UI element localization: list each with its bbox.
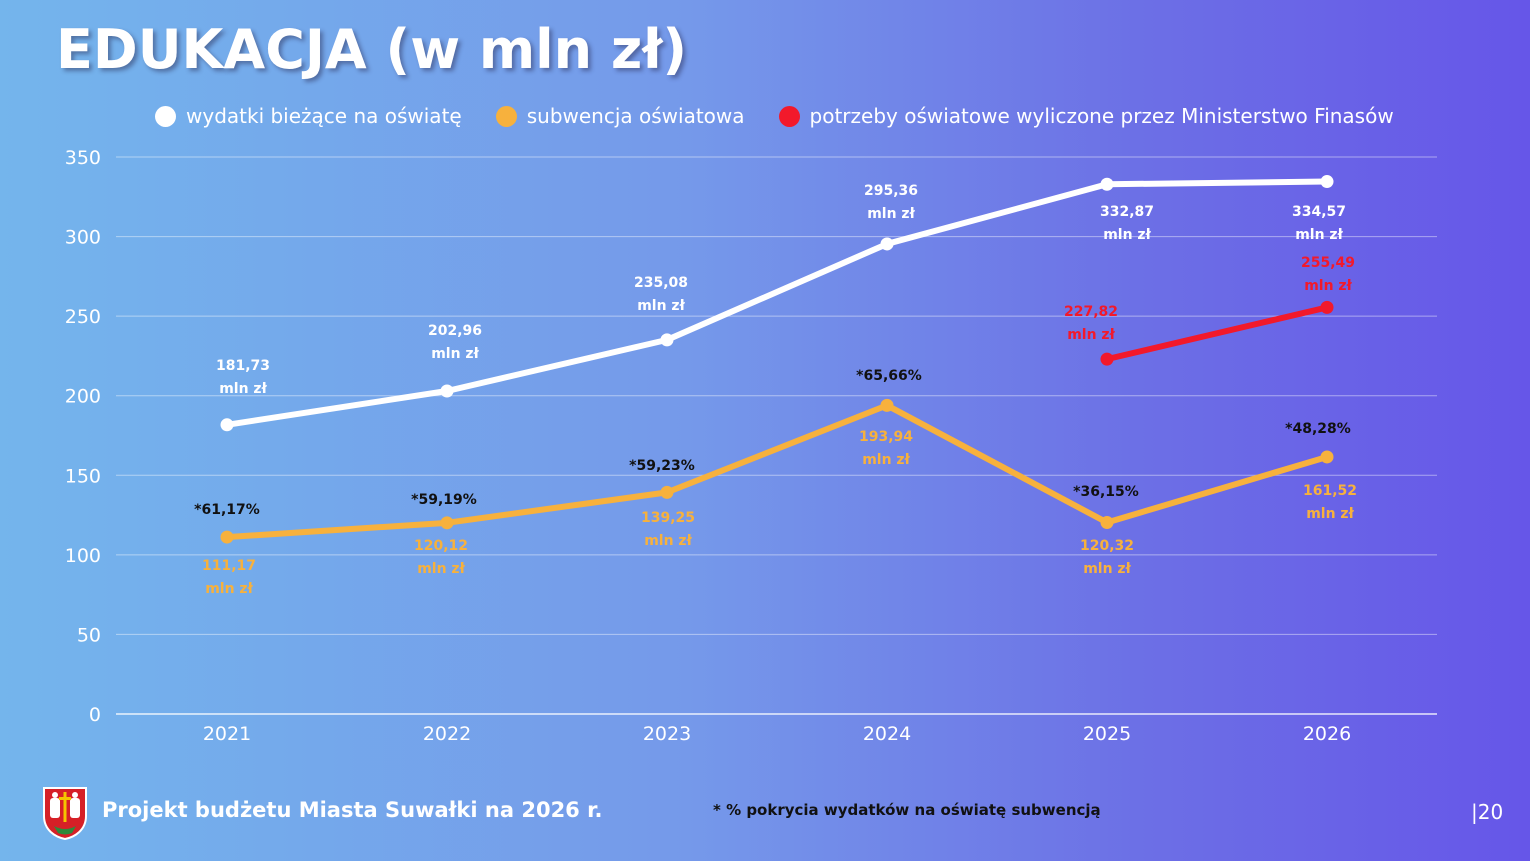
legend-marker-subsidy bbox=[495, 105, 517, 127]
data-unit-expenses-2024: mln zł bbox=[867, 206, 915, 222]
coverage-label-2021: *61,17% bbox=[194, 502, 260, 518]
legend-item-subsidy: subwencja oświatowa bbox=[495, 104, 745, 128]
footer-budget-title: Projekt budżetu Miasta Suwałki na 2026 r… bbox=[102, 798, 603, 822]
data-label-needs-2025: 227,82 bbox=[1064, 304, 1118, 320]
data-unit-expenses-2025: mln zł bbox=[1103, 227, 1151, 243]
data-unit-expenses-2022: mln zł bbox=[431, 346, 479, 362]
data-label-subsidy-2026: 161,52 bbox=[1303, 483, 1357, 499]
data-label-subsidy-2021: 111,17 bbox=[202, 558, 256, 574]
data-unit-subsidy-2022: mln zł bbox=[417, 561, 465, 577]
data-point-subsidy-2022 bbox=[440, 516, 454, 530]
data-point-needs-2025 bbox=[1100, 352, 1114, 366]
data-unit-subsidy-2024: mln zł bbox=[862, 452, 910, 468]
legend-label-needs: potrzeby oświatowe wyliczone przez Minis… bbox=[809, 104, 1394, 128]
x-tick-label-2025: 2025 bbox=[1083, 723, 1131, 745]
data-label-expenses-2026: 334,57 bbox=[1292, 204, 1346, 220]
data-point-needs-2026 bbox=[1320, 300, 1334, 314]
data-unit-expenses-2023: mln zł bbox=[637, 298, 685, 314]
data-label-subsidy-2023: 139,25 bbox=[641, 510, 695, 526]
legend-item-expenses: wydatki bieżące na oświatę bbox=[155, 104, 462, 128]
series-line-subsidy bbox=[224, 402, 1330, 541]
coverage-label-2022: *59,19% bbox=[411, 492, 477, 508]
data-point-expenses-2025 bbox=[1100, 177, 1114, 191]
data-unit-needs-2025: mln zł bbox=[1067, 327, 1115, 343]
coverage-label-2025: *36,15% bbox=[1073, 484, 1139, 500]
x-tick-label-2024: 2024 bbox=[863, 723, 911, 745]
data-label-subsidy-2024: 193,94 bbox=[859, 429, 913, 445]
series-line-expenses bbox=[224, 178, 1330, 428]
y-tick-label-150: 150 bbox=[65, 465, 101, 487]
x-tick-label-2023: 2023 bbox=[643, 723, 691, 745]
footer-footnote: * % pokrycia wydatków na oświatę subwenc… bbox=[713, 801, 1101, 819]
data-label-expenses-2023: 235,08 bbox=[634, 275, 688, 291]
legend-marker-expenses bbox=[155, 105, 176, 127]
x-tick-label-2026: 2026 bbox=[1303, 723, 1351, 745]
data-point-subsidy-2026 bbox=[1320, 450, 1334, 464]
y-tick-label-250: 250 bbox=[65, 306, 101, 328]
data-point-expenses-2021 bbox=[220, 418, 234, 432]
legend-label-expenses: wydatki bieżące na oświatę bbox=[186, 104, 462, 128]
coverage-label-2024: *65,66% bbox=[856, 368, 922, 384]
data-point-subsidy-2023 bbox=[660, 485, 674, 499]
data-label-expenses-2024: 295,36 bbox=[864, 183, 918, 199]
data-label-expenses-2022: 202,96 bbox=[428, 323, 482, 339]
x-tick-label-2021: 2021 bbox=[203, 723, 251, 745]
data-unit-expenses-2026: mln zł bbox=[1295, 227, 1343, 243]
city-crest-logo bbox=[43, 787, 87, 840]
data-unit-subsidy-2026: mln zł bbox=[1306, 506, 1354, 522]
y-tick-label-300: 300 bbox=[65, 227, 101, 249]
data-unit-subsidy-2025: mln zł bbox=[1083, 561, 1131, 577]
data-label-expenses-2025: 332,87 bbox=[1100, 204, 1154, 220]
data-point-subsidy-2024 bbox=[880, 398, 894, 412]
data-point-expenses-2022 bbox=[440, 384, 454, 398]
y-tick-label-100: 100 bbox=[65, 545, 101, 567]
coverage-label-2023: *59,23% bbox=[629, 458, 695, 474]
data-unit-subsidy-2021: mln zł bbox=[205, 581, 253, 597]
data-point-subsidy-2021 bbox=[220, 530, 234, 544]
data-label-subsidy-2025: 120,32 bbox=[1080, 538, 1134, 554]
data-label-needs-2026: 255,49 bbox=[1301, 255, 1355, 271]
page-title: EDUKACJA (w mln zł) bbox=[56, 18, 688, 81]
series-line-needs bbox=[1104, 304, 1330, 363]
data-point-subsidy-2025 bbox=[1100, 516, 1114, 530]
y-tick-label-200: 200 bbox=[65, 386, 101, 408]
chart-legend: wydatki bieżące na oświatę subwencja ośw… bbox=[155, 104, 1394, 128]
y-tick-label-350: 350 bbox=[65, 147, 101, 169]
x-tick-label-2022: 2022 bbox=[423, 723, 471, 745]
data-unit-needs-2026: mln zł bbox=[1304, 278, 1352, 294]
y-tick-label-50: 50 bbox=[77, 624, 101, 646]
legend-marker-needs bbox=[778, 105, 800, 127]
coverage-label-2026: *48,28% bbox=[1285, 421, 1351, 437]
legend-label-subsidy: subwencja oświatowa bbox=[526, 104, 745, 128]
data-point-expenses-2023 bbox=[660, 333, 674, 347]
legend-item-needs: potrzeby oświatowe wyliczone przez Minis… bbox=[778, 104, 1394, 128]
y-tick-label-0: 0 bbox=[89, 704, 101, 726]
data-unit-expenses-2021: mln zł bbox=[219, 381, 267, 397]
page-number: |20 bbox=[1471, 800, 1504, 824]
data-label-subsidy-2022: 120,12 bbox=[414, 538, 468, 554]
data-label-expenses-2021: 181,73 bbox=[216, 358, 270, 374]
data-point-expenses-2026 bbox=[1320, 175, 1334, 189]
data-point-expenses-2024 bbox=[880, 237, 894, 251]
data-unit-subsidy-2023: mln zł bbox=[644, 533, 692, 549]
